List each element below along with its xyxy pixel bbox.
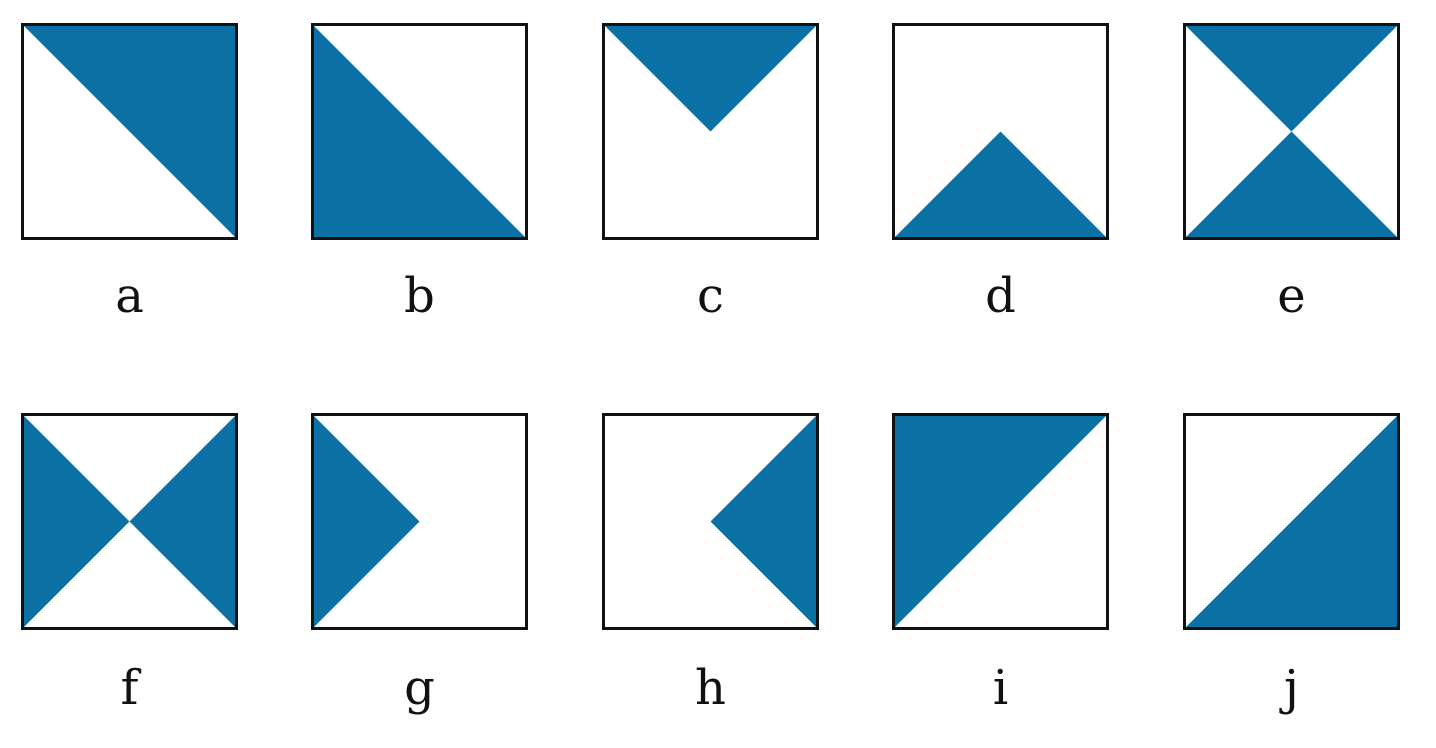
shaded-triangle-bottom: [1186, 131, 1397, 237]
tile-f: [21, 413, 238, 630]
tile-j-label: j: [1284, 660, 1299, 716]
tile-c-label: c: [697, 268, 724, 324]
tile-i: [892, 413, 1109, 630]
tile-h: [602, 413, 819, 630]
tile-g-label: g: [404, 660, 435, 716]
shaded-triangle-left: [24, 416, 130, 627]
tile-g: [311, 413, 528, 630]
tile-b-label: b: [404, 268, 435, 324]
tile-a-graphic: [24, 26, 235, 237]
tile-f-graphic: [24, 416, 235, 627]
tile-c-graphic: [605, 26, 816, 132]
tile-d: [892, 23, 1109, 240]
tile-e: [1183, 23, 1400, 240]
tile-e-graphic: [1186, 26, 1397, 237]
tile-d-label: d: [985, 268, 1016, 324]
shaded-triangle: [314, 416, 420, 627]
tile-h-graphic: [710, 416, 816, 627]
tile-j: [1183, 413, 1400, 630]
tile-e-label: e: [1277, 268, 1306, 324]
shaded-triangle: [314, 26, 525, 237]
tile-c: [602, 23, 819, 240]
shaded-triangle-right: [129, 416, 235, 627]
tile-i-label: i: [992, 660, 1009, 716]
tile-h-label: h: [695, 660, 726, 716]
tile-d-graphic: [895, 131, 1106, 237]
tile-b: [311, 23, 528, 240]
shaded-triangle: [24, 26, 235, 237]
shaded-triangle: [1186, 416, 1397, 627]
shaded-triangle-top: [1186, 26, 1397, 132]
tile-a-label: a: [115, 268, 144, 324]
tile-b-graphic: [314, 26, 525, 237]
tile-i-graphic: [895, 416, 1106, 627]
tile-g-graphic: [314, 416, 420, 627]
shaded-triangle: [895, 131, 1106, 237]
tile-j-graphic: [1186, 416, 1397, 627]
shaded-triangle: [895, 416, 1106, 627]
shaded-triangle: [710, 416, 816, 627]
shaded-triangle: [605, 26, 816, 132]
tile-f-label: f: [120, 660, 139, 716]
tile-a: [21, 23, 238, 240]
